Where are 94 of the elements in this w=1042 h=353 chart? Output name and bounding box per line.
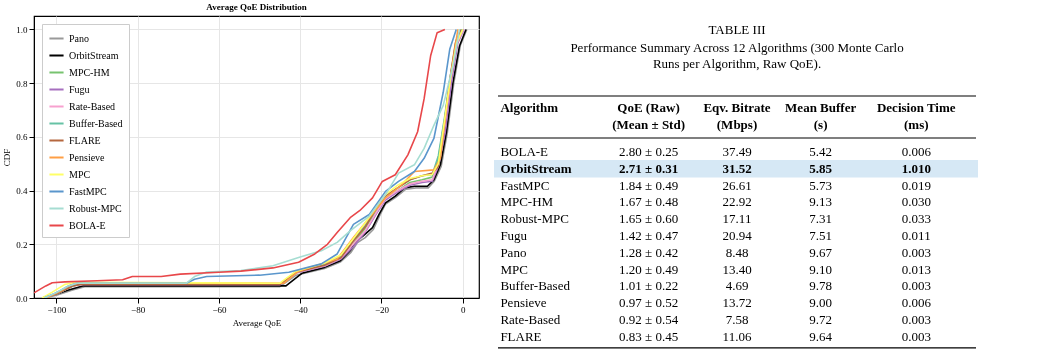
text: 13.40 [722, 261, 752, 277]
y-tick-label: 0.2 [16, 239, 28, 250]
legend-label: Pensieve [69, 151, 106, 163]
text: 0.030 [901, 194, 931, 210]
text: MPC-HM [500, 194, 554, 210]
text: 1.010 [901, 160, 931, 176]
y-tick-label: 0.0 [16, 293, 28, 304]
legend-label: FLARE [69, 134, 101, 146]
text: 2.71 ± 0.31 [619, 160, 679, 176]
text: Rate-Based [500, 312, 561, 327]
category-label: Mean Buffer (s) [785, 100, 857, 132]
x-tick-label: 0 [460, 304, 466, 315]
text: 0.92 ± 0.54 [619, 312, 679, 327]
category-label: QoE (Raw) (Mean ± Std) [612, 100, 685, 132]
text: 5.73 [809, 177, 833, 193]
text: 7.51 [809, 228, 833, 243]
text: 7.58 [725, 312, 749, 327]
text: 1.67 ± 0.48 [619, 194, 679, 210]
text: 9.72 [809, 312, 833, 327]
text: 17.11 [722, 211, 752, 227]
text: 0.003 [901, 278, 931, 294]
x-tick-label: −80 [131, 304, 146, 315]
text: 0.003 [901, 312, 931, 327]
legend-label: Rate-Based [69, 100, 116, 112]
y-tick-label: 0.8 [16, 78, 28, 89]
text: 1.84 ± 0.49 [619, 177, 679, 193]
y-tick-label: 0.6 [16, 132, 28, 143]
text: 1.65 ± 0.60 [619, 211, 679, 227]
text: FastMPC [500, 177, 550, 193]
legend-label: FastMPC [69, 185, 108, 197]
text: 9.00 [809, 295, 833, 311]
text: 0.013 [901, 261, 931, 277]
legend-label: BOLA-E [69, 219, 106, 231]
category-label: Eqv. Bitrate (Mbps) [703, 100, 771, 132]
text: Robust-MPC [500, 211, 570, 227]
text: 31.52 [722, 160, 752, 176]
text: 0.003 [901, 244, 931, 260]
text: 9.64 [809, 328, 833, 344]
text: 0.019 [901, 177, 931, 193]
y-tick-label: 0.4 [16, 186, 28, 197]
text: 4.69 [725, 278, 749, 294]
legend-label: OrbitStream [69, 49, 119, 61]
x-tick-label: −100 [47, 304, 67, 315]
text: 1.20 ± 0.49 [619, 261, 679, 277]
legend-label: MPC-HM [69, 66, 110, 78]
text: 8.48 [725, 244, 749, 260]
text: Pano [500, 244, 527, 260]
y-axis-title: CDF [2, 148, 13, 167]
legend-label: Buffer-Based [69, 117, 123, 129]
text: 0.003 [901, 328, 931, 344]
chart-title: Average QoE Distribution [206, 2, 307, 12]
text: 9.13 [809, 194, 833, 210]
text: 5.42 [809, 144, 833, 159]
x-axis-title: Average QoE [232, 317, 282, 328]
legend-label: Pano [69, 32, 89, 44]
text: 11.06 [722, 328, 752, 344]
text: MPC [500, 261, 528, 277]
legend-label: Robust-MPC [69, 202, 123, 214]
x-tick-label: −20 [374, 304, 390, 315]
text: 13.72 [722, 295, 752, 311]
text: Pensieve [500, 295, 547, 311]
text: Fugu [500, 228, 528, 243]
text: 9.67 [809, 244, 833, 260]
text: 1.01 ± 0.22 [619, 278, 679, 294]
text: 0.011 [901, 228, 931, 243]
text: OrbitStream [500, 160, 572, 176]
text: 20.94 [722, 228, 753, 243]
text: 1.42 ± 0.47 [619, 228, 679, 243]
text: 0.006 [901, 144, 932, 159]
category-label: Algorithm [500, 100, 559, 115]
x-tick-label: −40 [293, 304, 309, 315]
x-tick-label: −60 [212, 304, 227, 315]
text: 0.006 [901, 295, 932, 311]
text: 9.10 [809, 261, 833, 277]
text: Buffer-Based [500, 278, 571, 294]
text: 26.61 [722, 177, 752, 193]
text: 1.28 ± 0.42 [619, 244, 679, 260]
text: BOLA-E [500, 144, 549, 159]
text: TABLE III [708, 22, 766, 37]
text: 0.033 [901, 211, 931, 227]
text: 2.80 ± 0.25 [619, 144, 679, 159]
text: 37.49 [722, 144, 752, 159]
text: 5.85 [809, 160, 833, 176]
category-label: Decision Time (ms) [876, 100, 956, 132]
text: FLARE [500, 328, 542, 344]
text: 0.83 ± 0.45 [619, 328, 679, 344]
text: 7.31 [809, 211, 833, 227]
text: Performance Summary Across 12 Algorithms (300 Monte Carlo Runs per Algorithm, Raw QoE). [570, 40, 904, 71]
text: 0.97 ± 0.52 [619, 295, 679, 311]
y-tick-label: 1.0 [16, 24, 28, 35]
legend-label: MPC [69, 168, 91, 180]
text: 22.92 [722, 194, 752, 210]
legend-label: Fugu [69, 83, 90, 95]
text: 9.78 [809, 278, 833, 294]
